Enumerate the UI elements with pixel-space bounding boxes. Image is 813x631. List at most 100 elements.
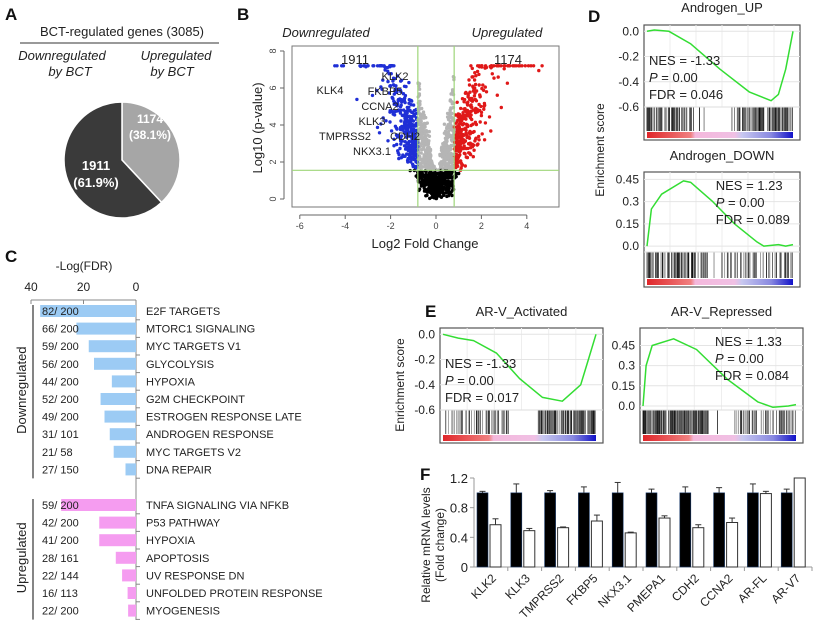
- volcano-point-down: [397, 156, 401, 161]
- hallmark-gene-count: 44/ 200: [42, 376, 79, 388]
- qpcr-category-label: PMEPA1: [624, 571, 668, 615]
- gsea-p-value-label: P = 0.00: [715, 351, 764, 366]
- hallmark-x-axis-label: -Log(FDR): [56, 259, 113, 273]
- volcano-point-up: [499, 64, 503, 68]
- volcano-point-down: [403, 114, 408, 118]
- volcano-point-up: [472, 78, 477, 82]
- volcano-point-nonsignificant: [441, 172, 445, 177]
- pie-legend-up-line1: Upregulated: [141, 48, 213, 63]
- volcano-point-small-fc: [448, 99, 452, 103]
- hallmark-pathway-label: HYPOXIA: [146, 376, 196, 388]
- volcano-point-up: [477, 138, 481, 142]
- qpcr-bar-control: [510, 492, 523, 568]
- hallmark-gene-count: 59/ 200: [42, 500, 79, 512]
- volcano-point-down: [407, 114, 411, 119]
- volcano-point-small-fc: [429, 158, 433, 162]
- pie-label-up-pct: (38.1%): [129, 128, 171, 142]
- hallmark-gene-count: 31/ 101: [42, 429, 79, 441]
- volcano-point-down: [409, 151, 413, 156]
- volcano-point-down: [395, 142, 399, 147]
- volcano-x-tick-label: -6: [296, 221, 304, 231]
- gsea-fdr-label: FDR = 0.017: [445, 390, 519, 405]
- volcano-point-small-fc: [426, 161, 431, 165]
- volcano-point-down: [378, 64, 383, 68]
- hallmark-group-label: Upregulated: [14, 522, 29, 593]
- volcano-point-up: [540, 64, 544, 68]
- volcano-point-small-fc: [427, 153, 432, 158]
- qpcr-category-label: FKBP5: [564, 571, 601, 608]
- volcano-point-up: [516, 64, 521, 68]
- volcano-point-nonsignificant: [420, 179, 425, 183]
- volcano-point-down: [387, 72, 391, 76]
- volcano-point-up: [461, 146, 466, 151]
- volcano-point-down: [387, 91, 391, 95]
- volcano-point-down: [395, 104, 399, 108]
- gsea-y-tick-label: -0.2: [618, 50, 639, 64]
- volcano-point-nonsignificant: [418, 171, 423, 175]
- hallmark-bar: [104, 410, 136, 423]
- pie-legend-down-line1: Downregulated: [18, 48, 106, 63]
- volcano-point-up: [481, 83, 485, 87]
- hallmark-bar: [128, 604, 136, 617]
- volcano-point-small-fc: [450, 163, 455, 167]
- hallmark-bar: [127, 587, 136, 599]
- hallmark-x-tick-label: 0: [133, 280, 140, 294]
- panel-label-e: E: [425, 302, 436, 321]
- hallmark-bar: [113, 445, 136, 458]
- volcano-point-small-fc: [444, 148, 448, 152]
- volcano-point-down: [384, 119, 388, 123]
- volcano-point-down: [399, 103, 403, 107]
- qpcr-y-tick-label: 1.2: [450, 471, 468, 486]
- volcano-point-nonsignificant: [447, 175, 451, 179]
- volcano-point-nonsignificant: [440, 188, 444, 192]
- volcano-point-up: [464, 126, 468, 130]
- volcano-point-down: [385, 65, 390, 70]
- volcano-point-down: [398, 111, 403, 115]
- volcano-point-down: [394, 84, 398, 88]
- volcano-x-axis-label: Log2 Fold Change: [372, 236, 479, 251]
- volcano-point-small-fc: [426, 141, 431, 145]
- volcano-point-down: [355, 97, 359, 102]
- volcano-point-down: [408, 144, 413, 148]
- gsea-y-tick-label: 0.15: [616, 217, 640, 231]
- volcano-point-down: [402, 121, 407, 125]
- gsea-y-tick-label: -0.6: [414, 403, 435, 417]
- volcano-point-nonsignificant: [444, 187, 448, 191]
- qpcr-bar-treated: [658, 517, 671, 568]
- volcano-point-down: [396, 133, 400, 137]
- volcano-point-down: [390, 109, 394, 113]
- volcano-point-up: [474, 74, 478, 78]
- gsea-plot-title: Androgen_DOWN: [670, 148, 775, 163]
- hallmark-gene-count: 41/ 200: [42, 535, 79, 547]
- hallmark-gene-count: 22/ 144: [42, 570, 79, 582]
- volcano-point-up: [490, 72, 494, 76]
- volcano-point-up: [468, 151, 472, 155]
- volcano-point-up: [466, 146, 470, 151]
- volcano-point-nonsignificant: [443, 179, 448, 183]
- volcano-point-nonsignificant: [447, 186, 451, 191]
- volcano-point-down: [405, 135, 409, 140]
- qpcr-bar-treated: [759, 493, 772, 568]
- volcano-point-up: [459, 106, 463, 111]
- hallmark-gene-count: 21/ 58: [42, 447, 73, 459]
- gsea-p-value-label: P = 0.00: [445, 373, 494, 388]
- volcano-point-up: [496, 75, 500, 79]
- gsea-p-value-label: P = 0.00: [649, 70, 698, 85]
- hallmark-gene-count: 22/ 200: [42, 606, 79, 618]
- volcano-point-up: [461, 133, 465, 137]
- hallmark-pathway-label: E2F TARGETS: [146, 306, 220, 318]
- gsea-y-tick-label: 0.0: [618, 399, 635, 413]
- volcano-count-down: 1911: [341, 52, 369, 67]
- volcano-point-up: [469, 113, 473, 117]
- gsea-enrichment-curve: [646, 180, 794, 247]
- volcano-point-up: [471, 155, 475, 159]
- qpcr-bar-treated: [692, 527, 705, 568]
- volcano-point-down: [398, 146, 402, 151]
- volcano-point-down: [375, 125, 380, 130]
- volcano-point-down: [404, 84, 408, 89]
- volcano-point-small-fc: [420, 140, 424, 145]
- volcano-point-small-fc: [442, 122, 447, 126]
- qpcr-y-tick-label: 0.4: [450, 530, 468, 545]
- volcano-point-nonsignificant: [449, 180, 453, 184]
- gsea-nes-label: NES = -1.33: [445, 356, 516, 371]
